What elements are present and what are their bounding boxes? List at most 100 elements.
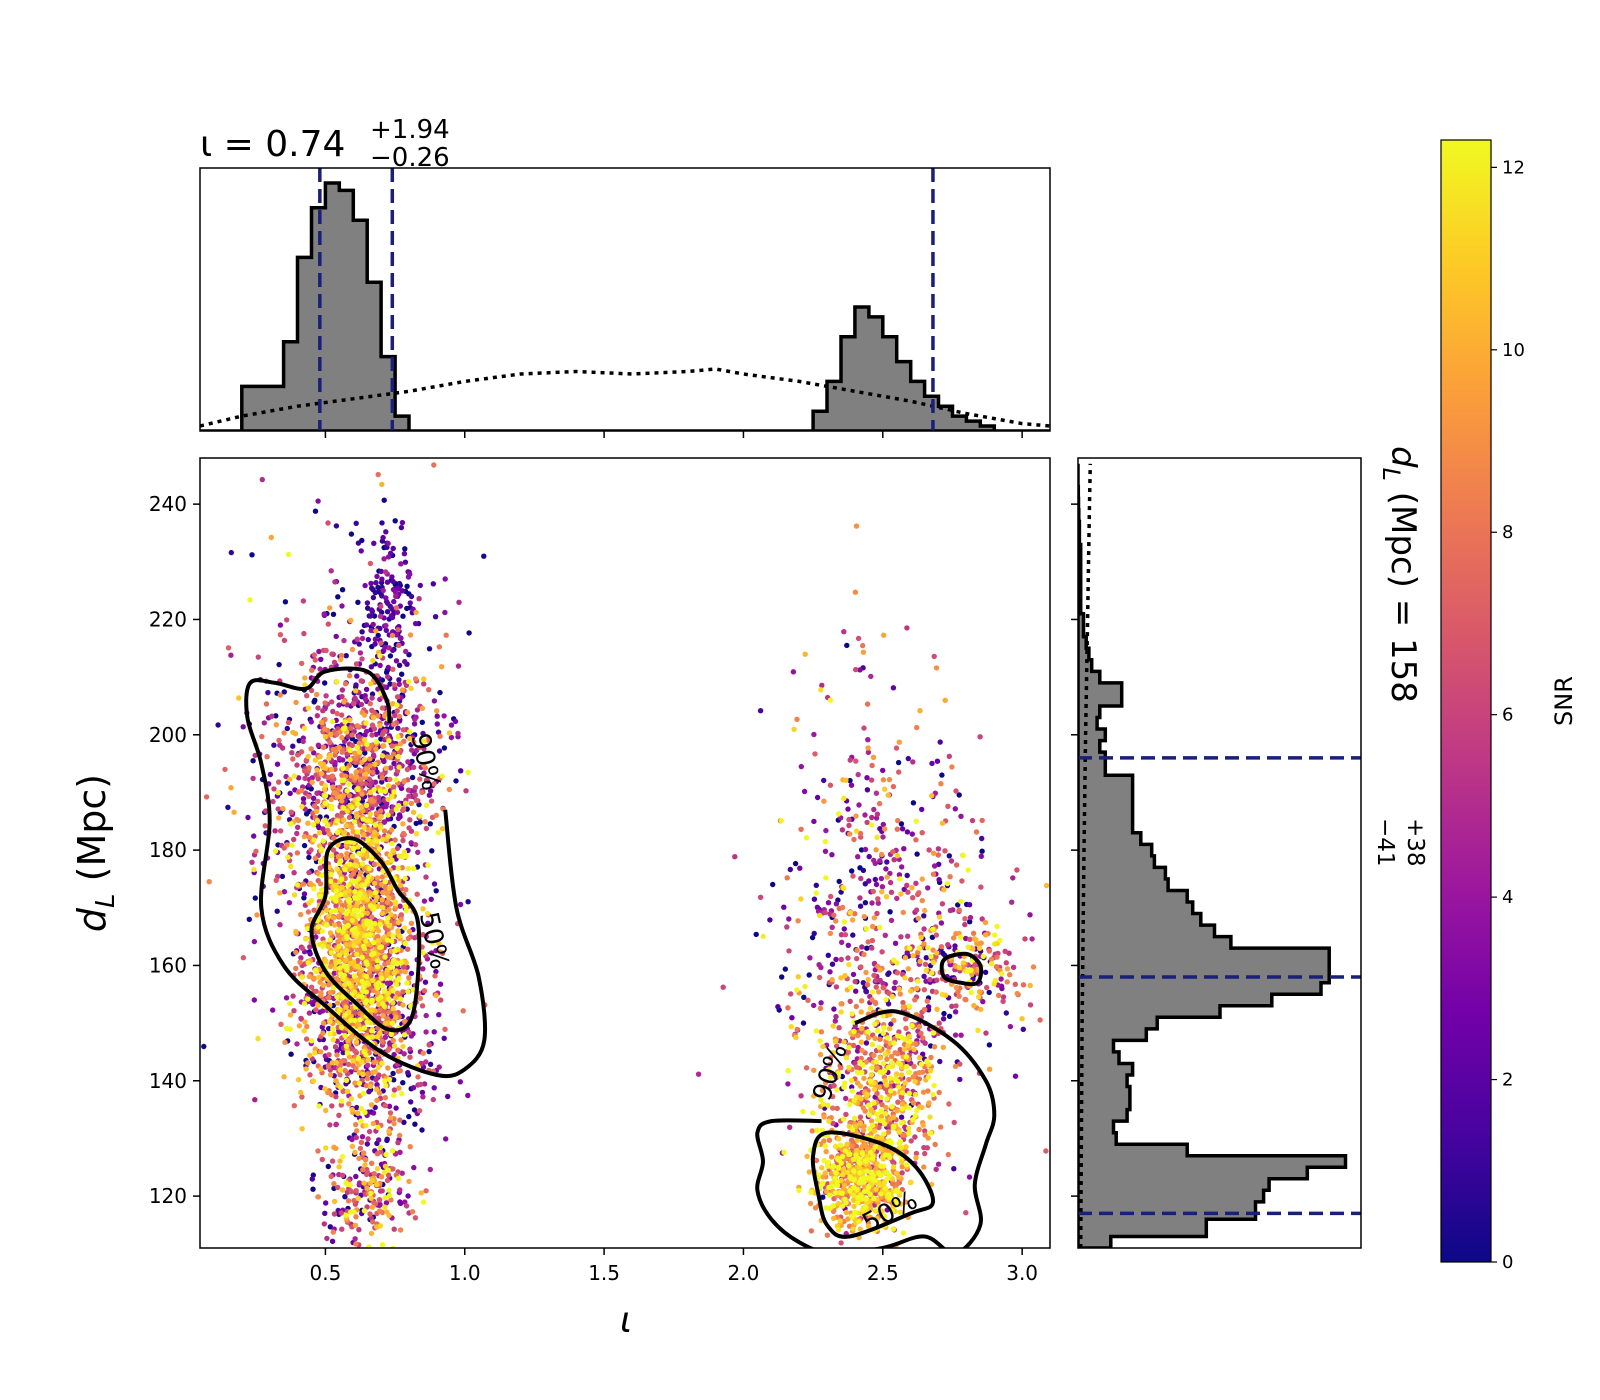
scatter-point (364, 1141, 370, 1147)
scatter-point (353, 769, 360, 775)
scatter-point (431, 781, 437, 787)
scatter-point (912, 1078, 918, 1085)
scatter-point (843, 1111, 849, 1118)
scatter-point (412, 841, 419, 848)
scatter-point (389, 606, 395, 612)
scatter-point (841, 629, 847, 635)
scatter-point (798, 896, 804, 902)
scatter-point (329, 1238, 336, 1245)
scatter-point (446, 730, 453, 736)
scatter-point (407, 632, 414, 638)
scatter-point (841, 795, 847, 802)
scatter-point (890, 1114, 897, 1120)
scatter-point (839, 827, 846, 833)
scatter-point (994, 954, 1000, 960)
scatter-point (310, 1186, 316, 1192)
scatter-point (874, 811, 881, 817)
scatter-point (901, 1046, 908, 1053)
scatter-point (873, 1186, 879, 1192)
scatter-point (814, 1127, 820, 1134)
scatter-point (814, 794, 821, 801)
scatter-point (845, 806, 851, 812)
scatter-point (369, 1219, 376, 1225)
scatter-point (969, 971, 975, 978)
scatter-point (757, 708, 764, 714)
scatter-point (318, 846, 325, 852)
scatter-point (309, 667, 315, 673)
scatter-point (201, 1043, 207, 1050)
scatter-point (307, 1072, 313, 1078)
scatter-point (413, 797, 420, 804)
scatter-point (376, 1015, 382, 1021)
scatter-point (880, 767, 886, 774)
scatter-point (448, 722, 455, 728)
scatter-point (320, 982, 327, 988)
scatter-point (882, 826, 888, 832)
scatter-point (828, 893, 834, 900)
scatter-point (940, 1044, 946, 1051)
scatter-point (939, 772, 945, 778)
scatter-point (448, 734, 455, 741)
scatter-point (390, 895, 396, 901)
scatter-point (838, 1065, 844, 1071)
scatter-point (301, 842, 308, 849)
scatter-point (409, 747, 415, 753)
scatter-point (396, 642, 402, 648)
scatter-point (323, 647, 329, 654)
scatter-point (407, 600, 413, 606)
scatter-point (287, 776, 293, 782)
scatter-point (833, 901, 840, 907)
scatter-point (906, 1076, 912, 1083)
scatter-point (910, 800, 917, 806)
scatter-point (899, 826, 906, 832)
scatter-point (412, 676, 419, 682)
scatter-point (384, 980, 391, 986)
scatter-point (915, 949, 921, 956)
scatter-point (372, 1069, 378, 1075)
scatter-point (385, 783, 392, 789)
scatter-point (847, 757, 853, 763)
scatter-point (334, 678, 340, 685)
scatter-point (856, 1164, 863, 1171)
scatter-point (372, 779, 379, 785)
scatter-point (882, 932, 888, 938)
scatter-point (317, 865, 323, 871)
scatter-point (925, 885, 931, 891)
scatter-point (876, 989, 882, 995)
scatter-point (465, 1092, 471, 1099)
scatter-point (843, 1095, 849, 1102)
scatter-point (857, 895, 863, 901)
scatter-point (986, 1066, 993, 1072)
scatter-point (825, 900, 832, 906)
scatter-point (335, 854, 341, 860)
scatter-point (396, 1132, 403, 1139)
scatter-point (272, 828, 278, 834)
scatter-point (366, 827, 372, 833)
scatter-point (896, 986, 902, 992)
scatter-point (309, 1176, 315, 1182)
scatter-point (868, 777, 875, 783)
scatter-point (921, 913, 927, 919)
scatter-point (368, 681, 374, 687)
scatter-point (457, 901, 464, 908)
scatter-point (364, 818, 371, 824)
scatter-point (925, 1135, 931, 1141)
top-histogram (200, 181, 1050, 431)
scatter-point (398, 524, 405, 531)
scatter-point (304, 1060, 311, 1066)
scatter-point (389, 574, 395, 580)
scatter-point (896, 872, 903, 878)
scatter-point (431, 698, 438, 704)
scatter-point (406, 1029, 412, 1035)
top-title-superscript: +1.94 (370, 115, 450, 145)
scatter-point (832, 1038, 839, 1045)
scatter-point (433, 968, 439, 975)
scatter-point (957, 1061, 963, 1067)
scatter-point (937, 1058, 943, 1065)
scatter-point (363, 728, 370, 735)
scatter-point (325, 1163, 331, 1170)
scatter-point (384, 967, 390, 973)
scatter-point (371, 1171, 377, 1177)
scatter-point (298, 955, 304, 961)
scatter-point (359, 629, 365, 635)
